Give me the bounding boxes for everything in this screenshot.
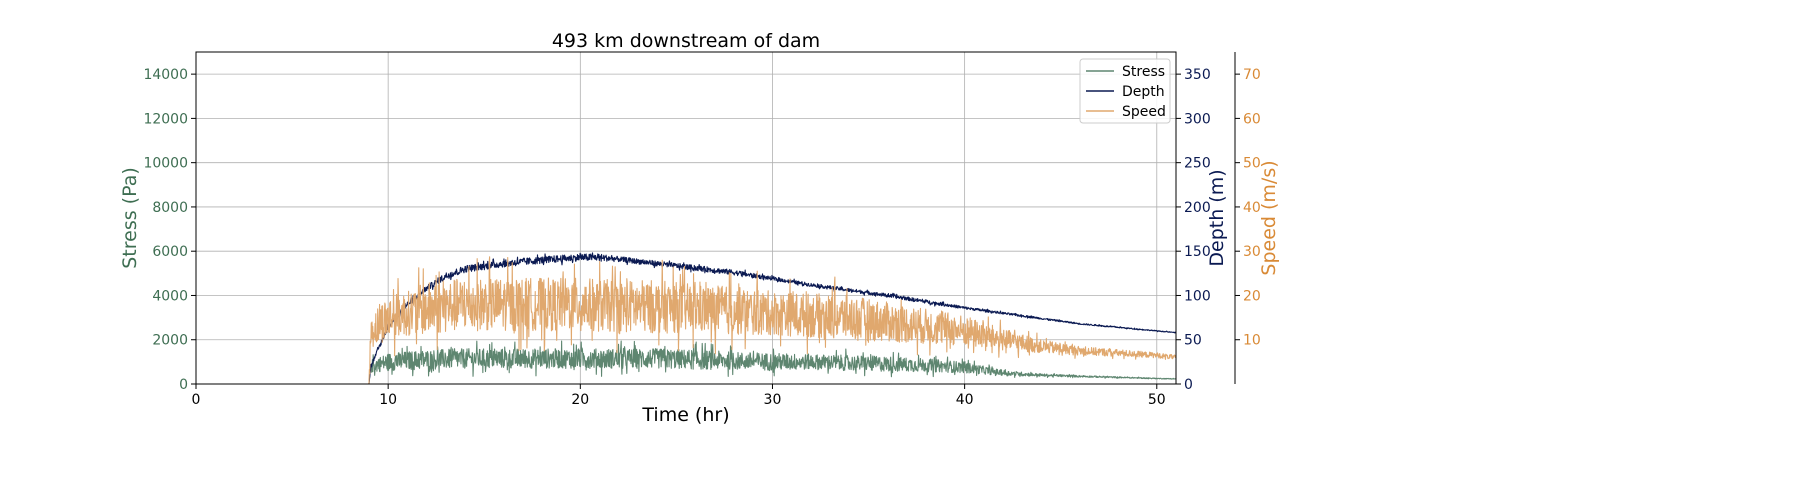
stress-tick-label: 8000 (152, 200, 188, 216)
x-axis-title: Time (hr) (641, 404, 729, 426)
depth-tick-label: 200 (1184, 200, 1211, 216)
speed-tick-label: 40 (1243, 200, 1261, 216)
stress-tick-label: 14000 (143, 67, 188, 83)
depth-tick-label: 100 (1184, 288, 1211, 304)
series-layer (195, 252, 1177, 385)
stress-tick-label: 0 (179, 377, 188, 393)
depth-tick-label: 350 (1184, 67, 1211, 83)
speed-axis-title: Speed (m/s) (1258, 160, 1280, 275)
speed-tick-label: 70 (1243, 67, 1261, 83)
depth-tick-label: 250 (1184, 156, 1211, 172)
x-tick-label: 20 (571, 392, 589, 408)
plot-frame (195, 51, 1177, 385)
depth-tick-label: 0 (1184, 377, 1193, 393)
speed-tick-label: 30 (1243, 244, 1261, 260)
stress-axis-title: Stress (Pa) (119, 167, 141, 269)
speed-tick-label: 60 (1243, 111, 1261, 127)
x-tick-label: 40 (956, 392, 974, 408)
series-line-speed (195, 256, 1177, 385)
depth-axis-title: Depth (m) (1206, 169, 1228, 266)
x-tick-label: 0 (192, 392, 201, 408)
x-tick-label: 50 (1148, 392, 1166, 408)
legend-box (1079, 58, 1171, 124)
legend: Stress Depth Speed (1079, 58, 1171, 124)
depth-tick-label: 50 (1184, 333, 1202, 349)
chart-title: 493 km downstream of dam (552, 30, 820, 52)
grid (196, 52, 1176, 384)
stress-tick-label: 10000 (143, 156, 188, 172)
legend-label-depth: Depth (1122, 84, 1165, 100)
depth-tick-label: 300 (1184, 111, 1211, 127)
x-tick-label: 30 (764, 392, 782, 408)
depth-tick-label: 150 (1184, 244, 1211, 260)
x-tick-label: 10 (379, 392, 397, 408)
stress-tick-label: 2000 (152, 333, 188, 349)
speed-tick-label: 50 (1243, 156, 1261, 172)
legend-label-stress: Stress (1122, 64, 1165, 80)
ticks: 0 10 20 30 40 5002000400060008000100001200014… (143, 67, 1260, 408)
stress-tick-label: 6000 (152, 244, 188, 260)
legend-label-speed: Speed (1122, 104, 1166, 120)
speed-tick-label: 10 (1243, 333, 1261, 349)
speed-tick-label: 20 (1243, 288, 1261, 304)
stress-tick-label: 12000 (143, 111, 188, 127)
stress-tick-label: 4000 (152, 288, 188, 304)
